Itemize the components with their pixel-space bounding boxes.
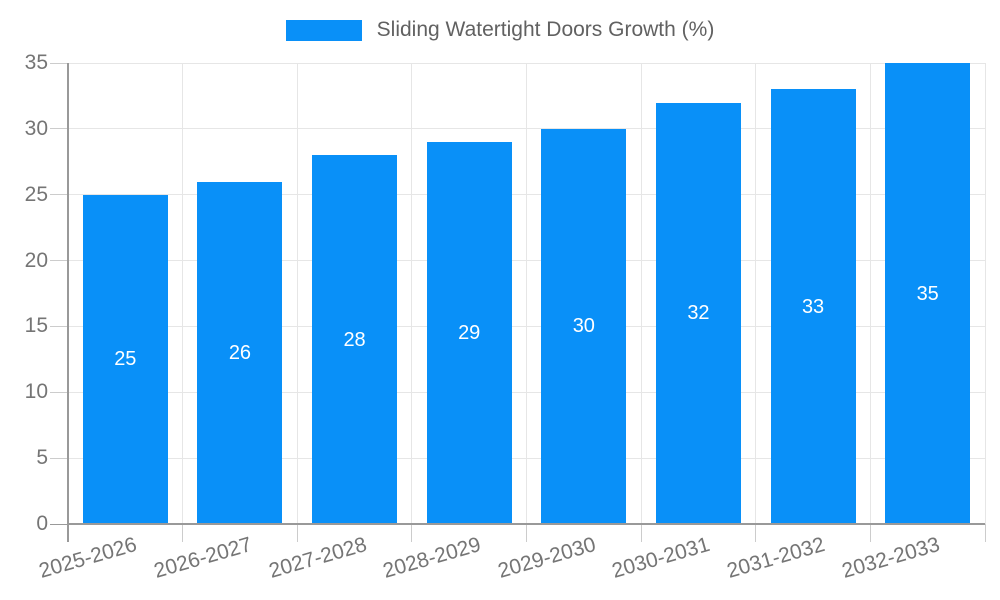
x-tick [182,524,184,542]
bar-value-label: 35 [916,282,939,305]
bar[interactable] [885,63,971,524]
x-tick [755,524,757,542]
x-gridline [984,63,986,524]
x-axis-label: 2025-2026 [36,533,140,583]
bar-value-label: 30 [572,315,595,338]
y-axis-label: 20 [24,248,48,272]
x-gridline [640,63,642,524]
x-axis-line [68,523,985,525]
bar[interactable] [197,181,283,524]
bar-value-label: 26 [228,341,252,364]
x-tick [869,524,871,542]
bar-value-label: 25 [114,348,137,371]
y-axis-label: 15 [24,314,48,338]
bar[interactable] [312,155,398,524]
y-axis-label: 30 [24,116,48,140]
x-axis-label: 2029-2030 [495,533,599,583]
x-axis-label: 2031-2032 [724,533,828,583]
x-tick [526,524,527,542]
bar[interactable] [770,89,856,524]
legend-label: Sliding Watertight Doors Growth (%) [376,18,715,41]
x-gridline [755,63,757,524]
x-tick [984,524,986,542]
x-tick [411,524,413,542]
y-tick [50,391,68,393]
x-tick [640,524,642,542]
bar-value-label: 28 [343,328,366,351]
bar[interactable] [82,194,168,524]
y-axis-label: 5 [36,446,48,470]
y-tick [50,457,68,459]
bar[interactable] [541,128,627,524]
y-tick [50,260,68,262]
x-axis-label: 2028-2029 [380,533,484,583]
bar-value-label: 29 [458,322,481,344]
bar[interactable] [426,142,512,524]
y-tick [50,128,68,130]
bar-value-label: 32 [687,302,710,325]
y-axis-label: 35 [24,51,48,74]
x-axis-label: 2030-2031 [609,533,713,583]
x-gridline [296,63,298,524]
y-tick [50,62,68,64]
y-tick [50,194,68,196]
y-axis-label: 10 [24,380,48,404]
legend-swatch [285,19,362,41]
x-gridline [869,63,871,524]
x-tick [296,524,298,542]
y-tick [50,523,68,525]
x-axis-label: 2026-2027 [151,533,255,583]
y-axis-label: 25 [24,182,48,206]
y-tick [50,325,68,327]
x-gridline [526,63,527,524]
legend[interactable]: Sliding Watertight Doors Growth (%) [0,18,1000,42]
x-gridline [411,63,413,524]
x-axis-label: 2027-2028 [266,533,369,583]
bar-value-label: 33 [801,295,825,318]
bar[interactable] [655,102,741,524]
x-axis-label: 2032-2033 [839,533,943,583]
y-axis-line [67,63,69,542]
x-gridline [182,63,184,524]
y-axis-label: 0 [36,512,48,535]
